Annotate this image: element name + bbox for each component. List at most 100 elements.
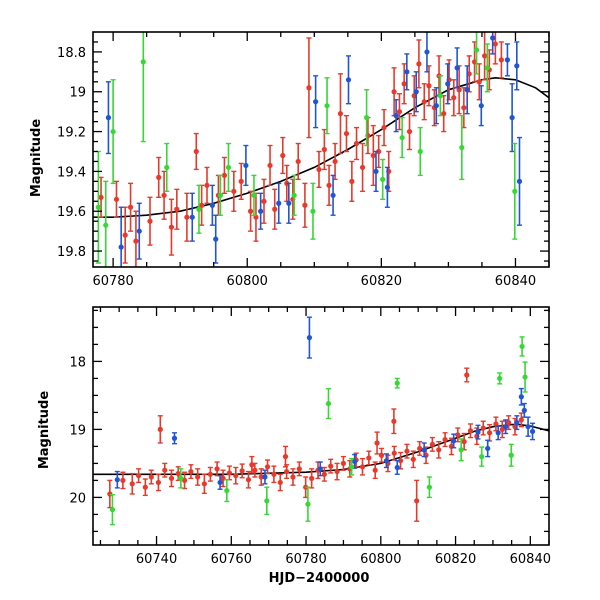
data-point (309, 475, 315, 481)
x-tick-label: 60780 (92, 274, 133, 289)
data-point (188, 468, 194, 475)
data-point (290, 474, 296, 480)
bottom-panel-xlabel: HJD−2400000 (269, 571, 370, 586)
data-point (406, 128, 413, 135)
data-point (317, 466, 323, 472)
data-layer (93, 316, 549, 526)
data-point (404, 69, 410, 75)
data-point (238, 178, 244, 184)
data-layer (93, 32, 549, 267)
data-point (445, 81, 451, 87)
data-point (142, 484, 148, 490)
data-point (437, 93, 443, 99)
data-point (201, 481, 207, 487)
data-point (284, 468, 290, 475)
data-point (221, 172, 228, 178)
data-point (436, 447, 442, 453)
data-point (258, 208, 264, 214)
data-point (503, 424, 509, 430)
data-point (391, 450, 397, 456)
data-point (209, 202, 215, 208)
data-point (239, 468, 245, 474)
data-point (467, 428, 474, 434)
data-point (332, 158, 338, 165)
data-point (391, 418, 397, 424)
data-point (276, 200, 282, 206)
data-point (286, 200, 292, 206)
series-1 (114, 316, 536, 490)
data-point (316, 166, 322, 173)
data-point (514, 420, 520, 426)
data-point (458, 447, 464, 453)
data-point (349, 464, 355, 470)
data-point (127, 204, 134, 210)
data-point (207, 471, 213, 477)
data-point (376, 148, 382, 155)
data-point (264, 464, 271, 470)
data-point (310, 208, 316, 214)
data-point (109, 507, 116, 513)
x-tick-label: 60780 (285, 552, 326, 567)
data-point (492, 41, 498, 47)
y-tick-label: 18.8 (57, 46, 86, 61)
data-point (133, 238, 139, 244)
data-point (324, 103, 330, 109)
data-point (280, 152, 286, 159)
data-point (224, 488, 230, 494)
data-point (113, 196, 120, 202)
data-point (404, 448, 410, 454)
data-point (262, 474, 268, 480)
y-tick-label: 19.8 (57, 245, 86, 260)
data-point (199, 202, 205, 208)
data-point (486, 430, 493, 436)
data-point (233, 473, 239, 479)
data-point (372, 467, 378, 473)
data-point (231, 188, 237, 194)
data-point (110, 128, 116, 135)
plot-frame (92, 31, 550, 268)
data-point (296, 466, 302, 472)
data-point (414, 498, 420, 504)
data-point (277, 479, 283, 486)
data-point (516, 178, 523, 184)
data-point (214, 466, 220, 472)
data-point (394, 380, 400, 386)
data-point (380, 176, 386, 182)
data-point (373, 168, 379, 175)
data-point (161, 192, 167, 198)
plot-frame (92, 306, 550, 546)
data-point (498, 57, 504, 63)
data-point (442, 437, 448, 443)
data-point (478, 103, 484, 109)
data-point (475, 429, 481, 435)
data-point (251, 192, 257, 198)
data-point (148, 474, 154, 480)
data-point (461, 439, 467, 445)
data-point (140, 59, 146, 65)
data-point (493, 421, 499, 427)
data-point (313, 99, 319, 105)
data-point (184, 214, 190, 220)
data-point (136, 228, 142, 234)
data-point (455, 432, 461, 438)
data-point (413, 89, 419, 95)
data-point (464, 87, 470, 93)
data-point (213, 236, 219, 242)
data-point (518, 394, 524, 400)
data-point (480, 425, 486, 431)
series-0 (98, 32, 504, 267)
x-tick-label: 60820 (435, 552, 476, 567)
data-point (291, 192, 297, 198)
data-point (261, 198, 267, 204)
data-point (459, 144, 465, 151)
top-panel-ylabel: Magnitude (29, 119, 44, 198)
data-point (171, 435, 178, 441)
series-2 (109, 336, 528, 526)
data-point (334, 468, 340, 475)
data-point (164, 164, 170, 171)
data-point (378, 452, 385, 458)
y-tick-label: 19.4 (57, 165, 86, 180)
y-tick-label: 18 (69, 355, 86, 370)
data-point (189, 214, 195, 220)
